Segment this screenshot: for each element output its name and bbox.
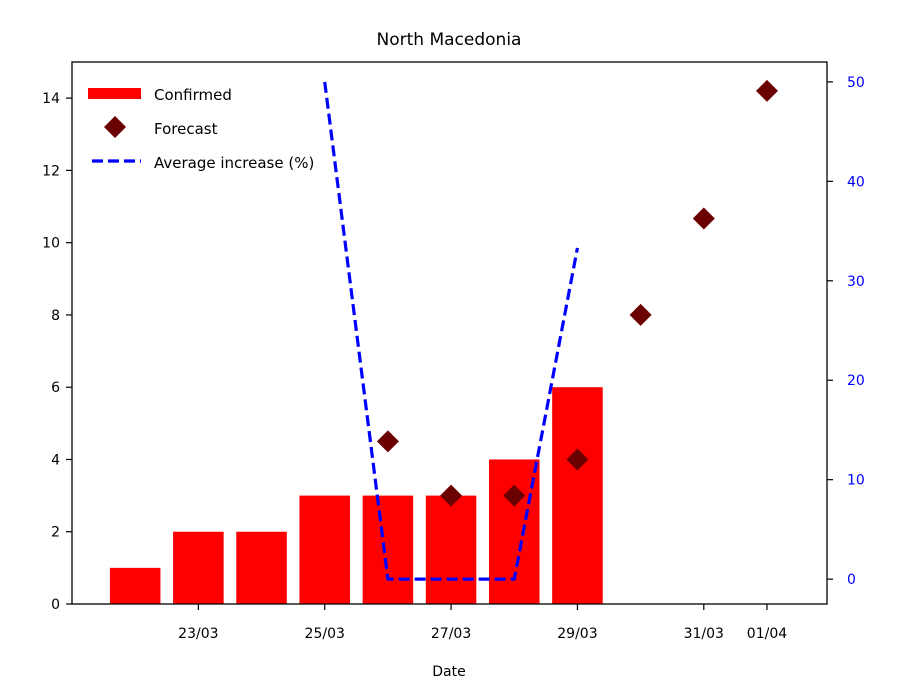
y-tick-label: 4 [51,452,60,468]
forecast-point [629,303,652,326]
y-tick-label: 8 [51,308,60,324]
legend-confirmed-swatch [88,88,141,99]
confirmed-bar [173,531,224,604]
chart-title: North Macedonia [377,30,522,50]
y-tick-label: 12 [42,163,60,179]
plot-frame [71,61,828,605]
forecast-point [503,484,526,507]
confirmed-bar [236,531,287,604]
y-axis-left: 0 2 4 6 8 10 12 14 [42,91,72,613]
forecast-point [376,430,399,453]
forecast-point [692,207,715,230]
y2-tick-label: 40 [847,174,865,190]
bars-layer [109,387,603,604]
x-tick-label: 25/03 [305,626,345,642]
points-layer [376,79,778,507]
y-tick-label: 0 [51,597,60,613]
x-axis-label: Date [432,664,465,680]
confirmed-bar [299,495,350,604]
y2-tick-label: 0 [847,572,856,588]
confirmed-bar [552,387,603,604]
y2-tick-label: 20 [847,373,865,389]
legend-confirmed-label: Confirmed [154,86,232,104]
y-tick-label: 2 [51,525,60,541]
confirmed-bar [425,495,477,604]
legend-forecast-label: Forecast [154,120,218,138]
y-axis-right: 0 10 20 30 40 50 [827,75,865,588]
x-tick-label: 29/03 [557,626,597,642]
forecast-point [566,448,589,471]
x-axis: 23/03 25/03 27/03 29/03 31/03 01/04 [178,604,787,642]
line-layer [323,81,580,581]
x-tick-label: 31/03 [684,626,724,642]
x-tick-label: 01/04 [747,626,787,642]
legend: Confirmed Forecast Average increase (%) [88,86,314,172]
confirmed-bar [109,567,161,604]
average-increase-line [323,81,580,581]
x-tick-label: 23/03 [178,626,218,642]
y-tick-label: 6 [51,380,60,396]
legend-forecast-marker [104,116,126,138]
x-tick-label: 27/03 [431,626,471,642]
y2-tick-label: 50 [847,75,865,91]
forecast-point [440,484,463,507]
confirmed-bar [362,495,414,604]
forecast-point [755,79,778,102]
y-tick-label: 10 [42,236,60,252]
y2-tick-label: 10 [847,473,865,489]
legend-average-label: Average increase (%) [154,154,314,172]
y2-tick-label: 30 [847,274,865,290]
y-tick-label: 14 [42,91,60,107]
